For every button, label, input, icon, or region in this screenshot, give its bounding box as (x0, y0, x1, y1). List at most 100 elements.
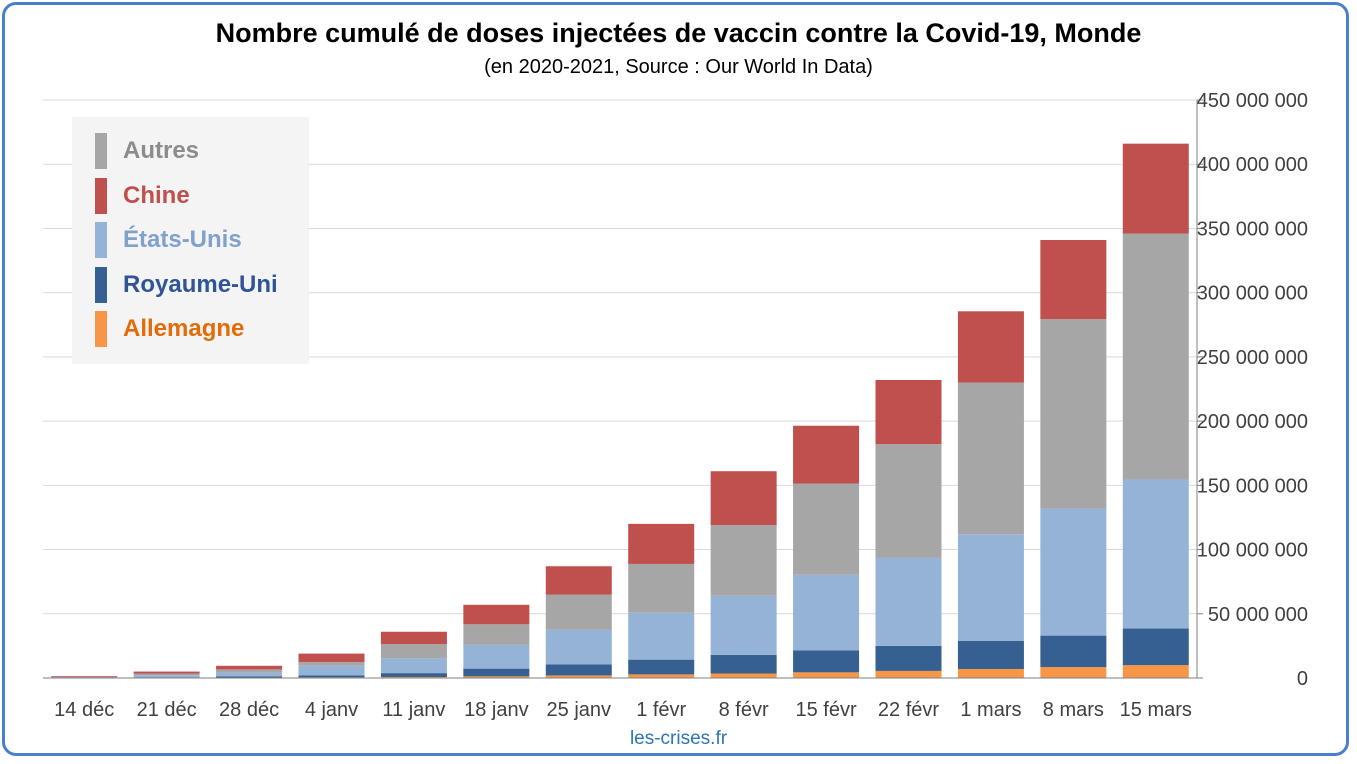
bar-segment (1122, 143, 1189, 234)
legend-item: Allemagne (95, 309, 244, 349)
x-tick-label: 1 févr (636, 699, 686, 721)
legend-swatch (95, 222, 107, 258)
legend-swatch (95, 133, 107, 169)
legend-item: Chine (95, 176, 190, 216)
legend-item: Autres (95, 131, 199, 171)
bar-segment (380, 631, 447, 645)
legend-label: Allemagne (123, 315, 245, 342)
legend-swatch (95, 266, 107, 303)
x-tick-label: 21 déc (137, 699, 197, 721)
bar-segment (628, 523, 695, 564)
bar-segment (463, 604, 530, 625)
bar-segment (1122, 628, 1189, 666)
bar-segment (710, 654, 777, 674)
bar-segment (710, 525, 777, 596)
bar-segment (133, 675, 200, 678)
x-tick-label: 14 déc (54, 699, 114, 721)
bar-segment (875, 557, 942, 646)
bar-segment (1040, 635, 1107, 668)
legend-label: Autres (123, 137, 200, 164)
bar-segment (875, 380, 942, 445)
y-tick-label: 100 000 000 (1197, 540, 1308, 562)
bar-segment (216, 672, 283, 677)
bar-segment (957, 382, 1024, 535)
legend-label: États-Unis (123, 226, 242, 253)
bar-segment (1040, 508, 1107, 636)
bar-segment (1122, 233, 1189, 480)
bar-segment (463, 668, 530, 677)
x-tick-label: 25 janv (547, 699, 612, 721)
y-tick-label: 200 000 000 (1197, 411, 1308, 433)
y-tick-label: 250 000 000 (1197, 347, 1308, 369)
bar-segment (545, 629, 612, 665)
bar-segment (380, 644, 447, 659)
bar-segment (957, 669, 1024, 678)
bar-segment (957, 640, 1024, 670)
bar-segment (463, 644, 530, 669)
bar-segment (710, 673, 777, 678)
x-tick-label: 15 févr (795, 699, 856, 721)
legend-swatch (95, 177, 107, 214)
bar-segment (545, 594, 612, 630)
x-tick-label: 1 mars (960, 699, 1021, 721)
bar-segment (957, 311, 1024, 383)
bar-segment (957, 534, 1024, 641)
bar-segment (463, 676, 530, 678)
bar-segment (51, 676, 118, 677)
bar-segment (793, 425, 860, 484)
bar-segment (51, 676, 118, 678)
y-tick-label: 0 (1297, 668, 1308, 690)
bar-segment (545, 664, 612, 676)
x-tick-label: 11 janv (382, 699, 445, 721)
bar-segment (298, 661, 365, 666)
bar-segment (463, 624, 530, 645)
bar-segment (298, 653, 365, 662)
bar-segment (875, 444, 942, 558)
bar-segment (545, 675, 612, 678)
source-label: les-crises.fr (629, 728, 728, 749)
bar-segment (216, 665, 283, 670)
bar-segment (1040, 667, 1107, 678)
y-tick-label: 450 000 000 (1197, 90, 1308, 112)
bar-segment (216, 669, 283, 673)
bar-segment (628, 674, 695, 678)
bar-segment (545, 566, 612, 595)
bar-segment (380, 658, 447, 674)
bar-segment (793, 672, 860, 678)
x-tick-label: 18 janv (464, 699, 529, 721)
bar-segment (298, 665, 365, 676)
y-tick-label: 400 000 000 (1197, 154, 1308, 176)
bar-segment (628, 563, 695, 613)
legend-item: Royaume-Uni (95, 265, 278, 305)
y-tick-label: 150 000 000 (1197, 475, 1308, 497)
x-tick-label: 8 févr (719, 699, 769, 721)
bar-segment (1040, 240, 1107, 319)
chart-subtitle: (en 2020-2021, Source : Our World In Dat… (484, 56, 873, 78)
bar-segment (628, 612, 695, 660)
legend-label: Chine (123, 181, 190, 209)
bar-segment (133, 671, 200, 674)
bar-segment (133, 673, 200, 676)
bar-segment (380, 673, 447, 677)
bar-segment (216, 676, 283, 678)
x-tick-label: 8 mars (1043, 699, 1104, 721)
bar-segment (875, 670, 942, 678)
bar-segment (875, 645, 942, 671)
legend: Autres Chine États-Unis Royaume-Uni Allemagn… (72, 117, 309, 364)
bar-segment (710, 471, 777, 526)
bar-segment (628, 659, 695, 675)
y-tick-label: 300 000 000 (1197, 283, 1308, 305)
x-tick-label: 15 mars (1120, 699, 1192, 721)
bar-segment (1040, 318, 1107, 509)
bar-segment (1122, 665, 1189, 678)
legend-item: États-Unis (95, 220, 242, 260)
bar-segment (710, 595, 777, 655)
bar-segment (793, 574, 860, 651)
bar-segment (793, 650, 860, 673)
bar-segment (380, 676, 447, 678)
y-tick-label: 350 000 000 (1197, 218, 1308, 240)
legend-swatch (95, 311, 107, 347)
bar-segment (1122, 479, 1189, 629)
x-tick-label: 22 févr (878, 699, 939, 721)
